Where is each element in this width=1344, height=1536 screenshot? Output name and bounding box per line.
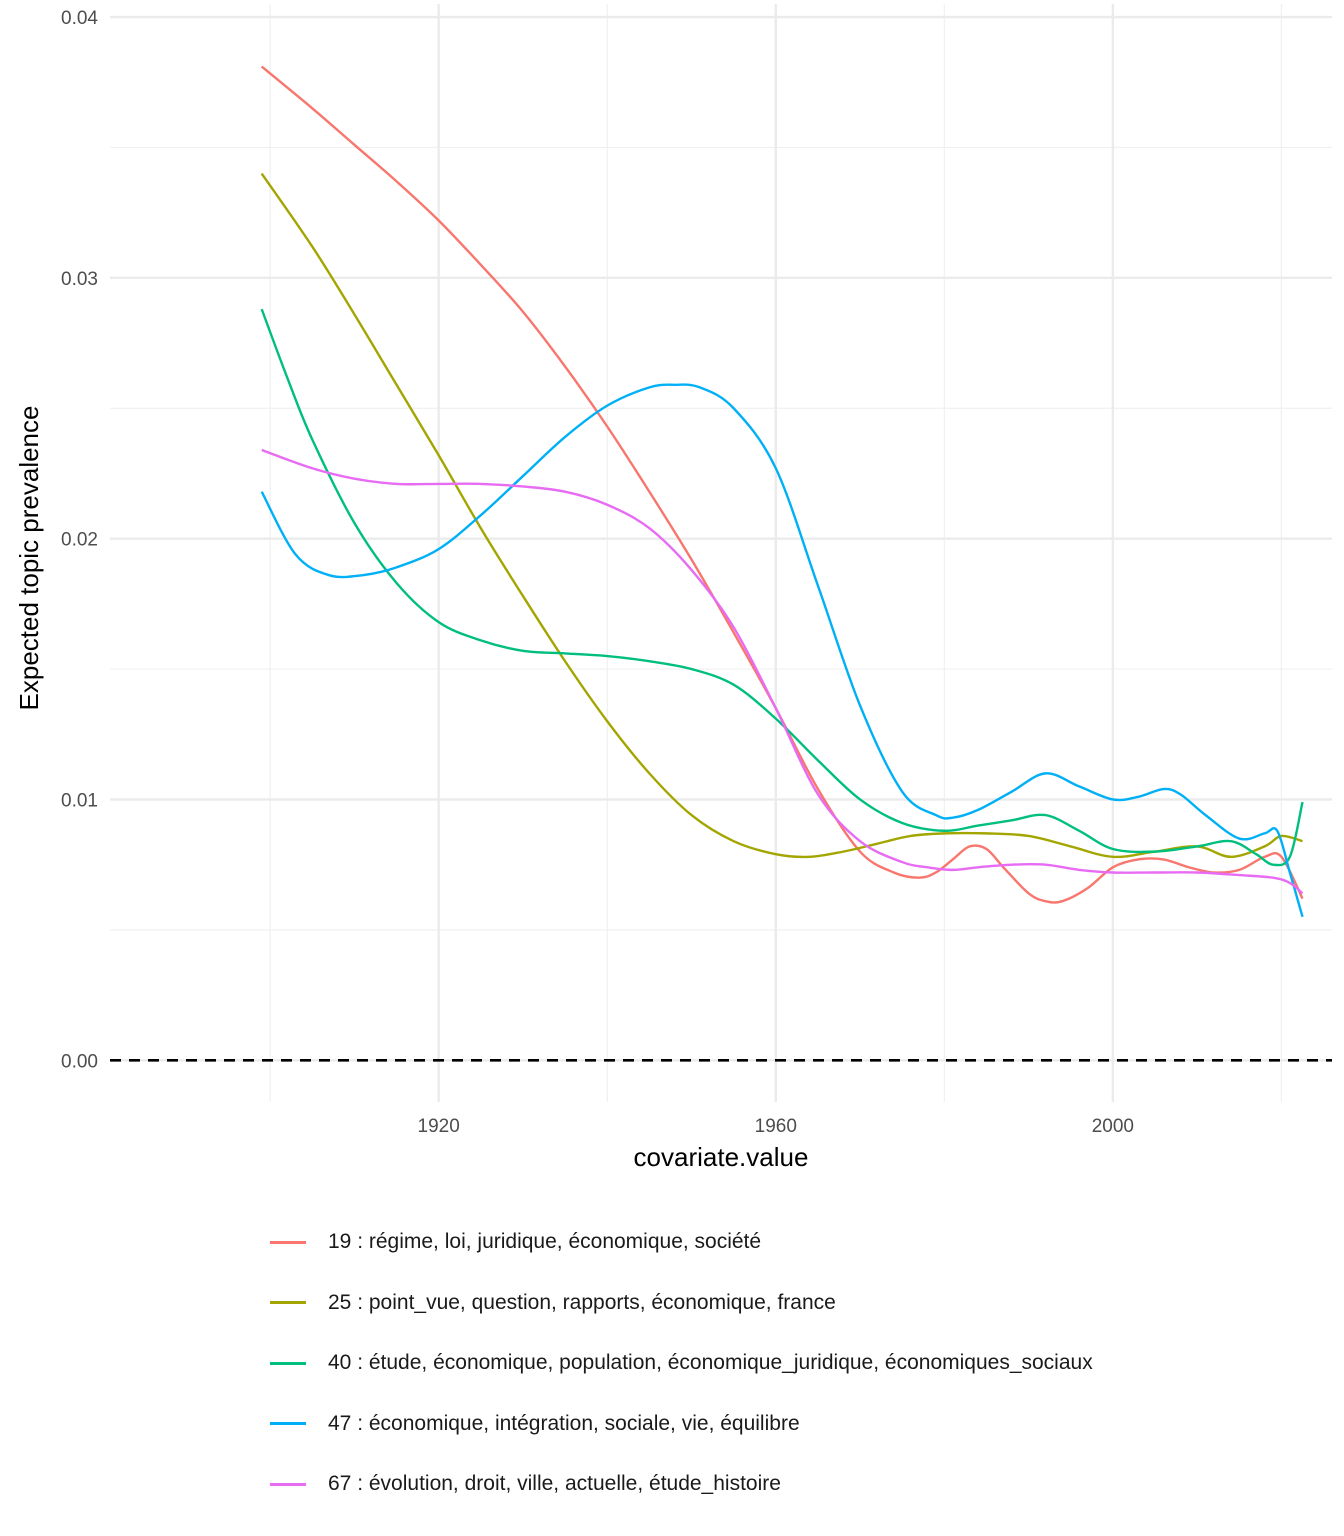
legend-item: 40 : étude, économique, population, écon… — [270, 1333, 1093, 1394]
legend-key-line — [270, 1301, 306, 1305]
series-line-topic-67 — [261, 448, 1304, 895]
legend-label: 19 : régime, loi, juridique, économique,… — [328, 1230, 762, 1254]
x-axis-title: covariate.value — [634, 1142, 809, 1172]
x-tick-label: 1960 — [755, 1116, 797, 1137]
series-lines — [260, 65, 1304, 918]
legend-label: 47 : économique, intégration, sociale, v… — [328, 1411, 800, 1435]
legend-item: 67 : évolution, droit, ville, actuelle, … — [270, 1454, 1093, 1515]
legend-label: 67 : évolution, droit, ville, actuelle, … — [328, 1472, 781, 1496]
y-tick-label: 0.02 — [61, 530, 98, 551]
x-tick-label: 1920 — [418, 1116, 460, 1137]
chart-canvas: 0.00 0.01 0.02 0.03 0.04 1920 1960 2000 covari… — [14, 4, 1332, 1172]
legend: 19 : régime, loi, juridique, économique,… — [270, 1212, 1093, 1515]
series-line-topic-47 — [260, 383, 1304, 918]
series-line-topic-19 — [260, 65, 1304, 904]
legend-key-line — [270, 1240, 306, 1244]
legend-key-line — [270, 1482, 306, 1486]
y-tick-label: 0.00 — [61, 1051, 98, 1072]
legend-item: 25 : point_vue, question, rapports, écon… — [270, 1273, 1093, 1334]
x-tick-label: 2000 — [1092, 1116, 1134, 1137]
minor-gridlines — [110, 4, 1332, 1102]
legend-item: 19 : régime, loi, juridique, économique,… — [270, 1212, 1093, 1273]
y-tick-label: 0.04 — [61, 8, 98, 29]
legend-label: 25 : point_vue, question, rapports, écon… — [328, 1290, 836, 1314]
legend-item: 47 : économique, intégration, sociale, v… — [270, 1394, 1093, 1455]
series-line-topic-40 — [260, 308, 1304, 867]
y-axis-title: Expected topic prevalence — [14, 406, 44, 711]
series-line-topic-25 — [260, 172, 1303, 859]
y-axis-tick-labels: 0.00 0.01 0.02 0.03 0.04 — [61, 8, 98, 1072]
legend-key-line — [270, 1422, 306, 1426]
legend-key-line — [270, 1361, 306, 1365]
y-tick-label: 0.01 — [61, 790, 98, 811]
y-tick-label: 0.03 — [61, 269, 98, 290]
x-axis-tick-labels: 1920 1960 2000 — [418, 1116, 1134, 1137]
legend-label: 40 : étude, économique, population, écon… — [328, 1351, 1093, 1375]
